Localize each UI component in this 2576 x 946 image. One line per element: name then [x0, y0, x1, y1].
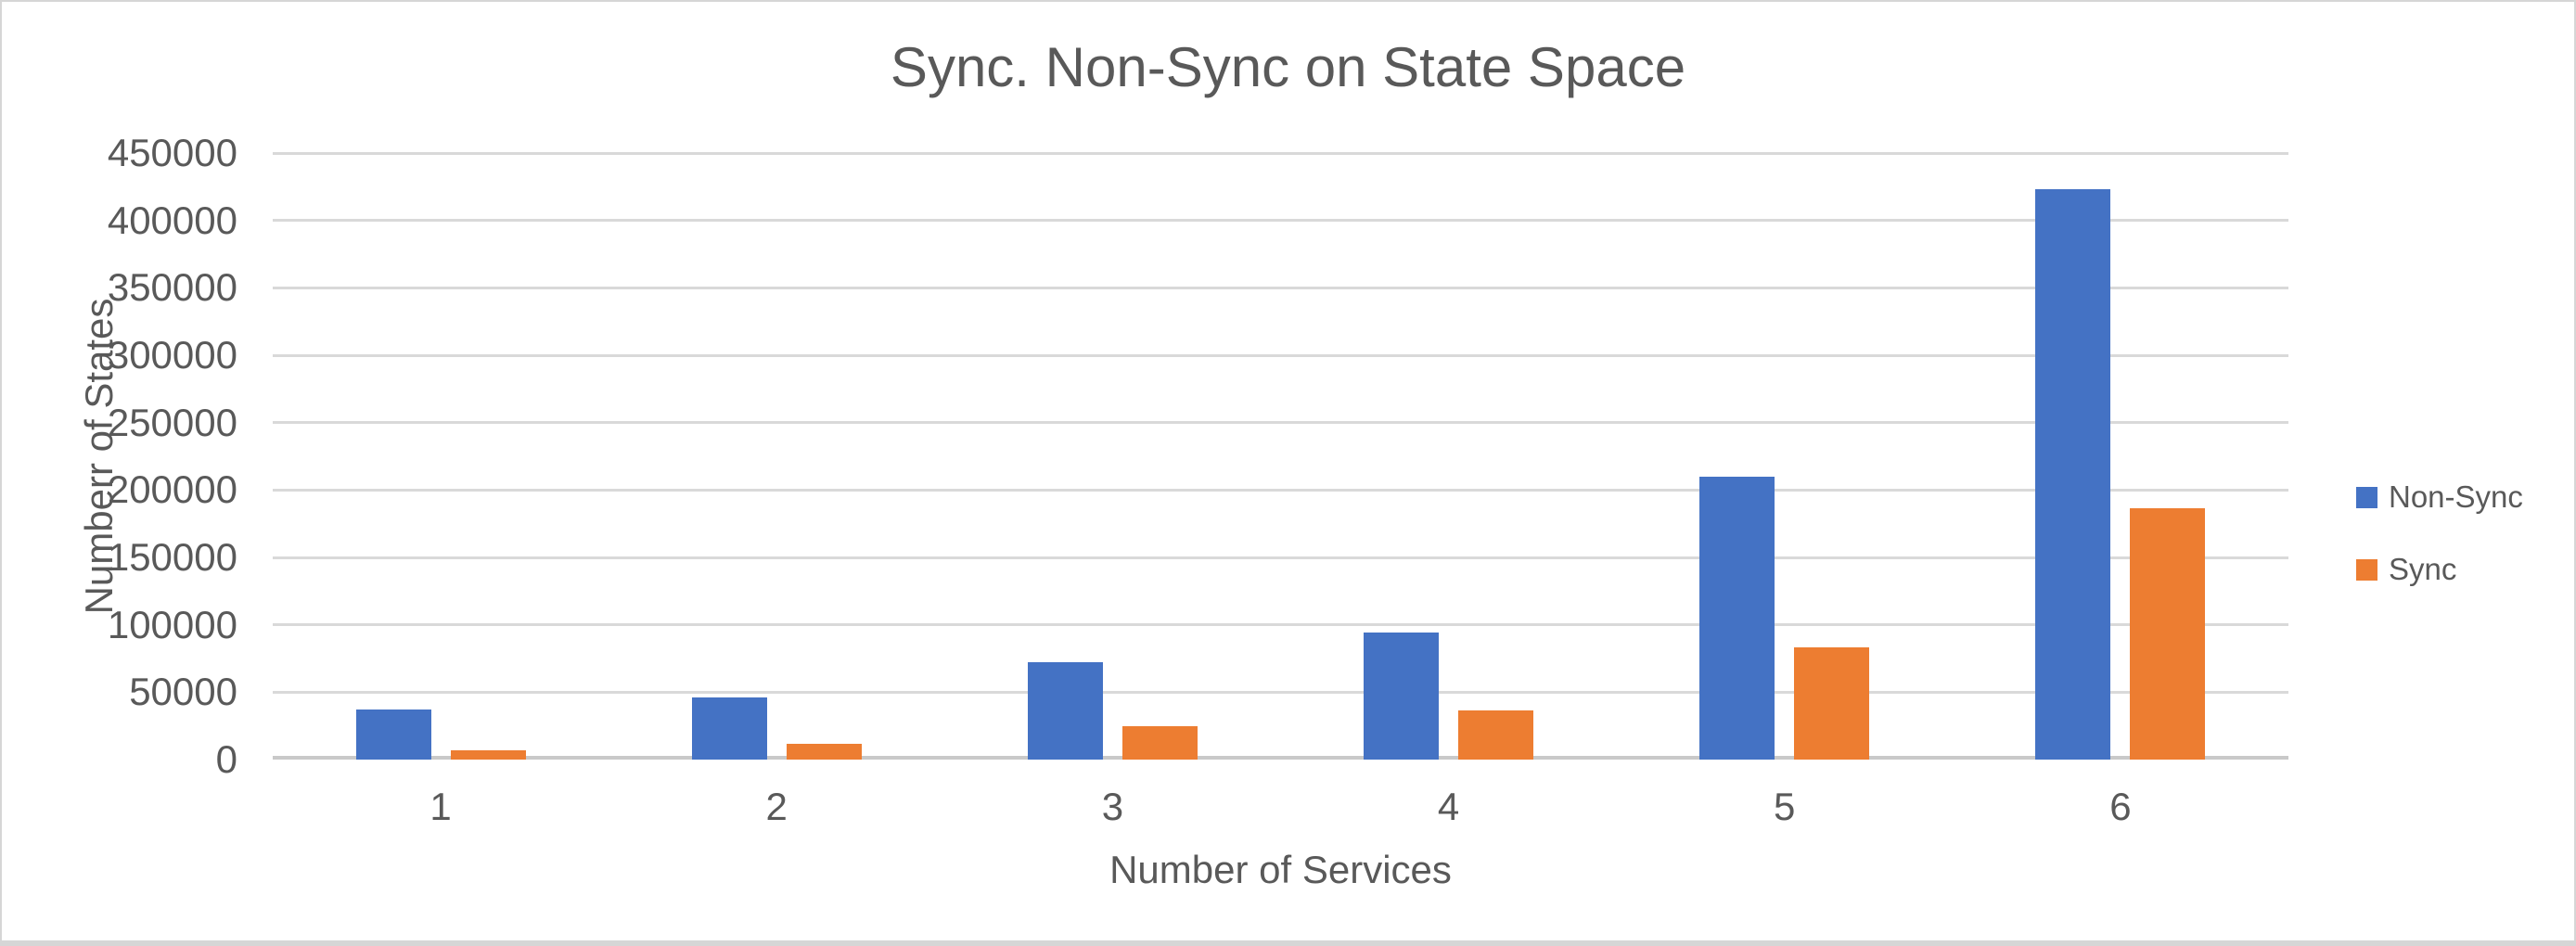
y-tick-label: 150000 — [107, 535, 237, 579]
x-tick-label: 1 — [429, 785, 452, 828]
gridline — [273, 353, 2288, 357]
bar-non-sync-5 — [1699, 476, 1775, 760]
bar-sync-1 — [450, 749, 526, 760]
bar-sync-3 — [1121, 726, 1198, 760]
y-tick-label: 350000 — [107, 265, 237, 310]
x-tick-label: 3 — [1101, 785, 1124, 828]
plot-area — [273, 151, 2288, 760]
bar-sync-6 — [2130, 507, 2206, 760]
gridline — [273, 690, 2288, 694]
gridline — [273, 286, 2288, 289]
x-axis-title: Number of Services — [1109, 848, 1452, 891]
bar-sync-2 — [786, 743, 862, 760]
bar-non-sync-6 — [2035, 189, 2111, 760]
gridline — [273, 488, 2288, 492]
legend-item-sync: Sync — [2356, 551, 2523, 588]
gridline — [273, 556, 2288, 559]
y-tick-label: 300000 — [107, 333, 237, 377]
bar-sync-4 — [1458, 710, 1534, 760]
y-tick-label: 0 — [215, 737, 237, 781]
gridline — [273, 219, 2288, 223]
x-tick-label: 2 — [765, 785, 788, 828]
y-tick-label: 400000 — [107, 198, 237, 242]
legend-label: Sync — [2389, 552, 2457, 586]
legend-swatch-icon — [2356, 486, 2377, 508]
bar-non-sync-2 — [691, 697, 767, 760]
bar-non-sync-3 — [1027, 662, 1103, 760]
bar-non-sync-1 — [355, 710, 431, 760]
gridline — [273, 151, 2288, 155]
x-tick-label: 6 — [2109, 785, 2132, 828]
y-tick-label: 50000 — [129, 670, 237, 714]
x-tick-label: 5 — [1774, 785, 1796, 828]
bar-non-sync-4 — [1364, 633, 1440, 760]
legend-swatch-icon — [2356, 558, 2377, 581]
x-tick-label: 4 — [1437, 785, 1460, 828]
chart-title: Sync. Non-Sync on State Space — [890, 36, 1686, 98]
y-tick-label: 450000 — [107, 131, 237, 174]
y-tick-label: 200000 — [107, 467, 237, 512]
x-axis-line — [273, 756, 2288, 760]
legend-label: Non-Sync — [2389, 479, 2523, 514]
legend: Non-Sync Sync — [2356, 479, 2523, 623]
y-tick-label: 100000 — [107, 602, 237, 646]
gridline — [273, 421, 2288, 425]
bar-sync-5 — [1794, 646, 1870, 760]
legend-item-non-sync: Non-Sync — [2356, 479, 2523, 516]
y-tick-label: 250000 — [107, 400, 237, 444]
gridline — [273, 623, 2288, 627]
